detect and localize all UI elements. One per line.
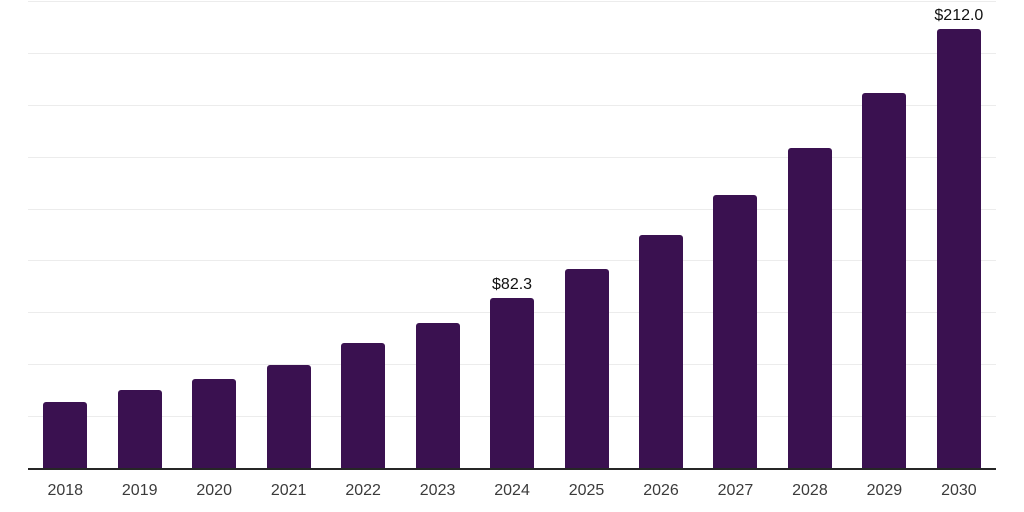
bar-slot-2023 (400, 2, 474, 469)
bar-slot-2021 (251, 2, 325, 469)
bar-2029 (862, 92, 907, 469)
bar-2027 (713, 194, 758, 469)
bar-slot-2018 (28, 2, 102, 469)
bar-slot-2027 (698, 2, 772, 469)
bar-2030 (936, 28, 981, 469)
x-tick-label-2022: 2022 (345, 482, 381, 499)
bar-2028 (787, 147, 832, 469)
x-tick-label-2025: 2025 (568, 482, 605, 499)
x-tick-label-2024: 2024 (494, 482, 530, 499)
bar-slot-2020 (177, 2, 251, 469)
bar-2025 (564, 268, 609, 469)
bar-value-label: $82.3 (492, 276, 533, 294)
gridline (28, 208, 996, 210)
x-tick-label-2021: 2021 (270, 482, 307, 499)
bar-slot-2029 (847, 2, 921, 469)
bar-2019 (117, 390, 162, 469)
bar-slot-2024: $82.3 (475, 2, 549, 469)
bar-slot-2028 (773, 2, 847, 469)
bar-2024 (490, 298, 535, 469)
plot-area: $82.3 $212.0 (28, 1, 996, 470)
bar-2021 (266, 364, 311, 469)
gridline (28, 260, 996, 262)
bar-slot-2026 (624, 2, 698, 469)
bar-2018 (43, 402, 88, 469)
x-tick-label-2023: 2023 (419, 482, 456, 499)
bar-slot-2025 (549, 2, 623, 469)
gridline (28, 1, 996, 2)
gridline (28, 156, 996, 158)
x-tick-label-2018: 2018 (47, 482, 84, 499)
x-axis-line (28, 468, 996, 470)
x-tick-label-2029: 2029 (866, 482, 903, 499)
x-tick-label-2020: 2020 (196, 482, 232, 499)
x-tick-label-2027: 2027 (717, 482, 754, 499)
x-axis-labels: 2018 2019 2020 2021 2022 2023 2024 2025 2026 2027… (28, 481, 996, 501)
bar-slot-2022 (326, 2, 400, 469)
bar-2020 (192, 378, 237, 469)
x-tick-label-2026: 2026 (643, 482, 679, 499)
bar-2022 (341, 342, 386, 469)
bar-value-label: $212.0 (934, 6, 984, 24)
x-tick-label-2019: 2019 (121, 482, 158, 499)
bars-row: $82.3 $212.0 (28, 2, 996, 469)
bar-slot-2030: $212.0 (922, 2, 996, 469)
x-tick-label-2028: 2028 (792, 482, 828, 499)
bar-2023 (415, 323, 460, 469)
gridline (28, 52, 996, 54)
x-tick-label-2030: 2030 (941, 482, 977, 499)
bar-slot-2019 (102, 2, 176, 469)
bar-2026 (638, 234, 683, 469)
gridline (28, 104, 996, 106)
